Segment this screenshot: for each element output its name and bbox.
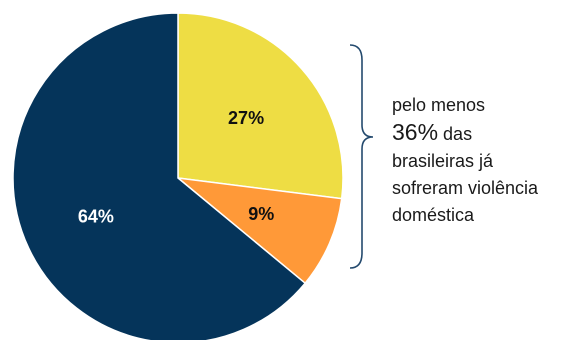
pie-slice-2 [175,176,343,285]
pie-slices [12,12,344,340]
pie-slice-label-1: 27% [228,108,264,128]
annotation-line-3: brasileiras já [392,151,494,171]
annotation-line-2-rest: das [438,124,473,144]
pie-slice-label-3: 64% [78,207,114,227]
pie-slice-3 [12,12,307,340]
annotation-text: pelo menos 36% das brasileiras já sofrer… [392,92,572,229]
annotation-highlight-value: 36% [392,119,439,145]
pie-labels: 27% 9% 64% [78,108,274,227]
annotation-line-2: 36% das [392,119,572,148]
annotation-line-5: doméstica [392,205,475,225]
pie-slice-1 [177,12,344,200]
curly-bracket [349,44,374,269]
annotation-line-1: pelo menos [392,95,486,115]
annotation-line-4: sofreram violência [392,178,539,198]
pie-slice-label-2: 9% [248,204,274,224]
